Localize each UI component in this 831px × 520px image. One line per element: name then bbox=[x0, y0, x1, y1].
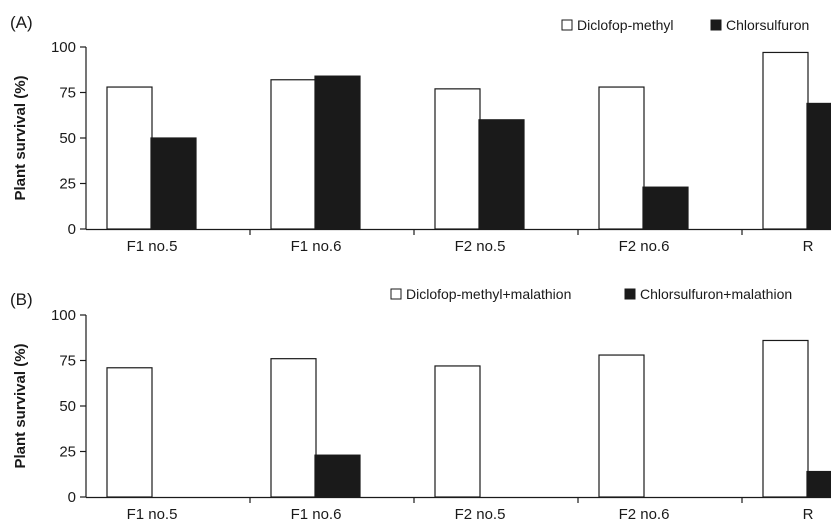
y-tick-label: 100 bbox=[51, 39, 76, 56]
x-category-label: R bbox=[803, 506, 814, 520]
y-axis-label: Plant survival (%) bbox=[12, 75, 29, 200]
y-tick-label: 25 bbox=[59, 444, 76, 461]
bar-series-1 bbox=[106, 367, 153, 498]
x-category-label: F2 no.5 bbox=[455, 506, 506, 520]
bar-series-1 bbox=[106, 86, 153, 230]
legend-swatch bbox=[561, 19, 573, 31]
x-category-label: F1 no.6 bbox=[291, 238, 342, 255]
bar-series-2 bbox=[806, 102, 831, 230]
x-category-label: F2 no.6 bbox=[619, 506, 670, 520]
legend-label: Chlorsulfuron bbox=[726, 17, 809, 33]
legend-label: Diclofop-methyl bbox=[577, 17, 673, 33]
legend-swatch bbox=[390, 288, 402, 300]
x-category-label: F2 no.6 bbox=[619, 238, 670, 255]
legend-swatch bbox=[710, 19, 722, 31]
x-category-label: F1 no.6 bbox=[291, 506, 342, 520]
bar-series-1 bbox=[270, 79, 317, 230]
bar-series-1 bbox=[762, 51, 809, 230]
y-tick-label: 50 bbox=[59, 398, 76, 415]
panel-a: (A) 0 25 50 75 100 Plant survival (%) F1 no.5 F1… bbox=[10, 13, 831, 255]
x-category-label: F2 no.5 bbox=[455, 238, 506, 255]
bar-series-1 bbox=[434, 365, 481, 498]
y-tick-label: 75 bbox=[59, 353, 76, 370]
bar-series-2 bbox=[478, 119, 525, 230]
x-category-label: F1 no.5 bbox=[127, 238, 178, 255]
y-tick-label: 25 bbox=[59, 176, 76, 193]
bar-series-2 bbox=[150, 137, 197, 230]
bar-series-1 bbox=[270, 358, 317, 498]
y-tick-label: 0 bbox=[68, 221, 76, 238]
panel-label: (B) bbox=[10, 290, 33, 309]
bar-series-1 bbox=[434, 88, 481, 230]
y-tick-label: 0 bbox=[68, 489, 76, 506]
y-tick-label: 100 bbox=[51, 307, 76, 324]
y-tick-label: 75 bbox=[59, 85, 76, 102]
y-tick-label: 50 bbox=[59, 130, 76, 147]
legend-swatch bbox=[624, 288, 636, 300]
bar-series-2 bbox=[642, 186, 689, 230]
bar-series-2 bbox=[314, 454, 361, 498]
legend-label: Diclofop-methyl+malathion bbox=[406, 286, 571, 302]
bar-series-2 bbox=[806, 470, 831, 498]
bar-series-1 bbox=[598, 354, 645, 498]
bar-series-1 bbox=[598, 86, 645, 230]
x-category-label: F1 no.5 bbox=[127, 506, 178, 520]
bar-series-1 bbox=[762, 339, 809, 498]
panel-b: (B) 0 25 50 75 100 Plant survival (%) F1 no.5 F1… bbox=[10, 286, 831, 520]
y-axis-label: Plant survival (%) bbox=[12, 343, 29, 468]
panel-label: (A) bbox=[10, 13, 33, 32]
legend-label: Chlorsulfuron+malathion bbox=[640, 286, 792, 302]
bar-series-2 bbox=[314, 75, 361, 230]
x-category-label: R bbox=[803, 238, 814, 255]
